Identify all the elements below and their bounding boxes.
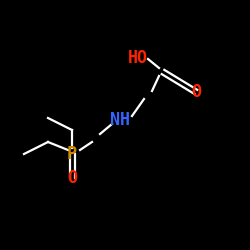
Text: HO: HO: [128, 49, 148, 67]
Text: O: O: [67, 169, 77, 187]
Text: P: P: [67, 145, 77, 163]
Text: NH: NH: [110, 111, 130, 129]
Text: O: O: [191, 83, 201, 101]
